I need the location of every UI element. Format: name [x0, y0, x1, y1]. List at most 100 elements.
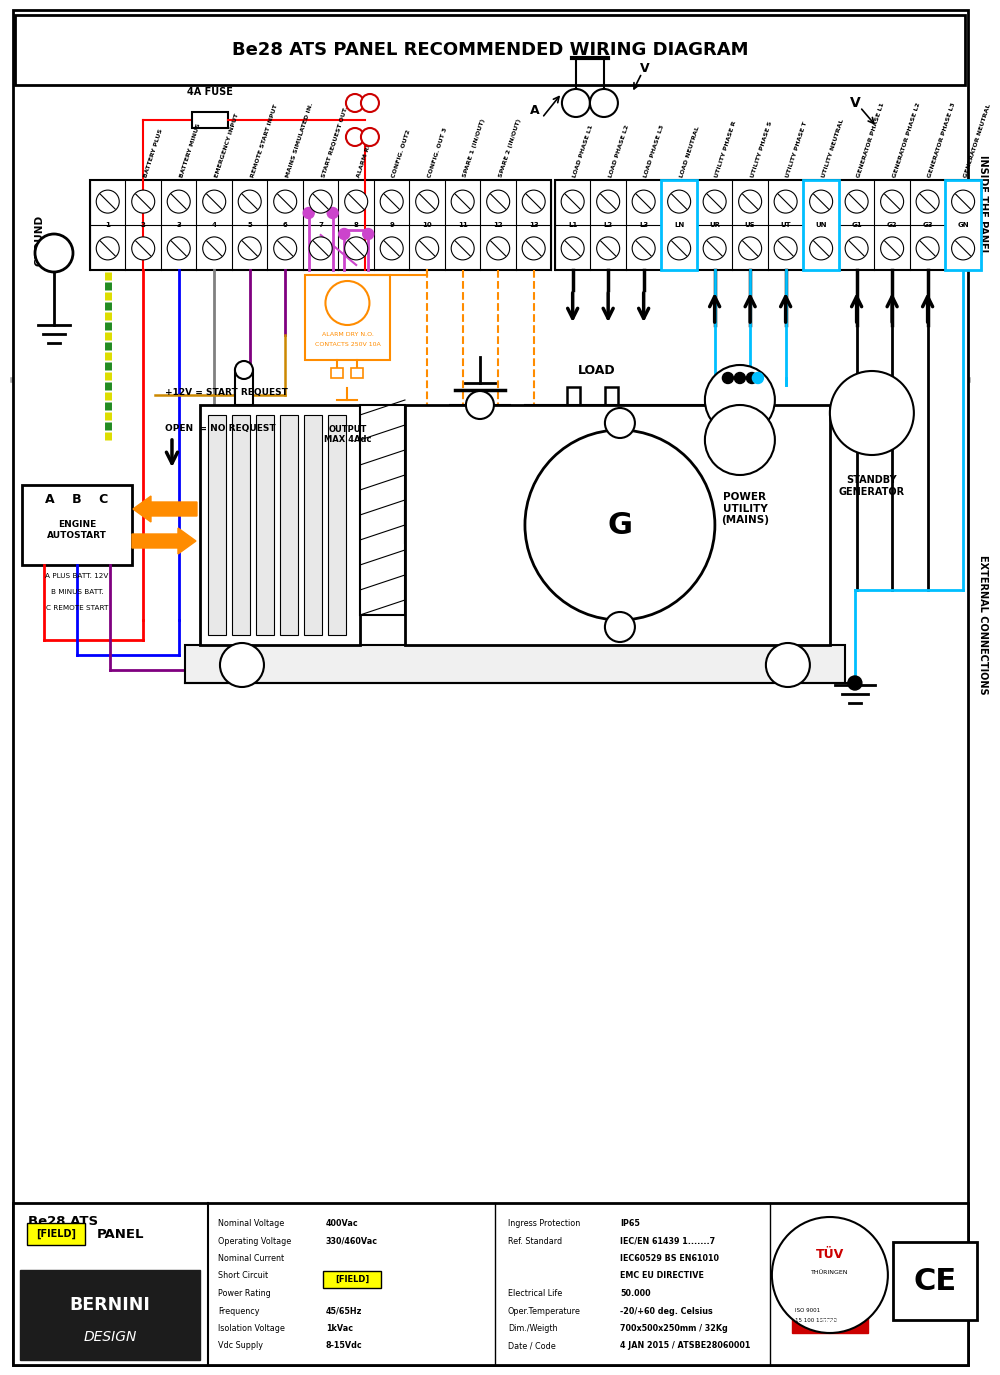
Text: 8-15Vdc: 8-15Vdc	[326, 1342, 363, 1350]
Bar	[625, 443, 639, 465]
Text: MAINS SIMULATED IN.: MAINS SIMULATED IN.	[285, 102, 314, 177]
Circle shape	[361, 94, 379, 111]
Text: 15 100 138720: 15 100 138720	[795, 1319, 837, 1323]
Text: CONFIG. OUT 3: CONFIG. OUT 3	[427, 126, 448, 177]
Circle shape	[739, 190, 762, 213]
Text: BATTERY MINUS: BATTERY MINUS	[179, 122, 201, 177]
Circle shape	[380, 190, 403, 213]
Bar	[232, 415, 250, 635]
Circle shape	[774, 190, 797, 213]
Circle shape	[772, 1217, 888, 1332]
Text: 3: 3	[176, 221, 181, 228]
Circle shape	[722, 373, 733, 384]
Text: 11: 11	[458, 221, 468, 228]
Circle shape	[830, 371, 914, 455]
Text: L3: L3	[639, 221, 648, 228]
Circle shape	[734, 373, 745, 384]
Text: G3: G3	[922, 221, 933, 228]
Circle shape	[668, 190, 691, 213]
Bar	[661, 180, 697, 270]
Text: Date / Code: Date / Code	[508, 1342, 556, 1350]
Bar	[567, 386, 580, 415]
Text: GENERATOR PHASE L2: GENERATOR PHASE L2	[892, 102, 921, 177]
Circle shape	[774, 236, 797, 260]
Text: 50.000: 50.000	[620, 1288, 651, 1298]
Text: START REQUEST OUT.: START REQUEST OUT.	[321, 106, 348, 177]
Bar	[192, 111, 228, 128]
Text: G: G	[607, 510, 632, 539]
Text: OPEN  = NO REQUEST: OPEN = NO REQUEST	[165, 424, 276, 433]
Bar	[563, 443, 577, 465]
Text: OUTPUT
MAX 4Adc: OUTPUT MAX 4Adc	[324, 425, 371, 444]
Text: Ingress Protection: Ingress Protection	[508, 1220, 580, 1228]
Circle shape	[705, 406, 775, 474]
Text: 4: 4	[212, 221, 217, 228]
Text: INSIDE THE PANEL: INSIDE THE PANEL	[978, 155, 988, 254]
Text: LOAD PHASE L1: LOAD PHASE L1	[573, 124, 594, 177]
Text: UR: UR	[709, 221, 720, 228]
Circle shape	[274, 190, 297, 213]
Circle shape	[952, 236, 975, 260]
Text: 5: 5	[247, 221, 252, 228]
Circle shape	[132, 236, 155, 260]
Bar	[13, 1203, 968, 1365]
Text: EXTERNAL CONNECTIONS: EXTERNAL CONNECTIONS	[978, 556, 988, 694]
Circle shape	[746, 373, 757, 384]
Circle shape	[167, 236, 190, 260]
Text: 9: 9	[389, 221, 394, 228]
Text: IEC/EN 61439 1.......7: IEC/EN 61439 1.......7	[620, 1236, 715, 1246]
Text: CONTACTS 250V 10A: CONTACTS 250V 10A	[315, 342, 380, 346]
Bar	[208, 415, 226, 635]
Text: Oper.Temperature: Oper.Temperature	[508, 1306, 581, 1316]
Circle shape	[132, 190, 155, 213]
Text: 6: 6	[283, 221, 288, 228]
Circle shape	[605, 612, 635, 642]
Circle shape	[766, 644, 810, 688]
Text: A    B    C: A B C	[45, 494, 109, 506]
Circle shape	[327, 208, 338, 219]
Circle shape	[952, 190, 975, 213]
Bar	[22, 485, 132, 565]
Circle shape	[35, 234, 73, 272]
Text: BATTERY PLUS: BATTERY PLUS	[143, 128, 164, 177]
Circle shape	[235, 362, 253, 380]
Circle shape	[597, 236, 620, 260]
Circle shape	[705, 364, 775, 434]
Text: Ref. Standard: Ref. Standard	[508, 1236, 562, 1246]
Text: SPARE 1 (IN/OUT): SPARE 1 (IN/OUT)	[463, 118, 486, 177]
Text: POWER
UTILITY
(MAINS): POWER UTILITY (MAINS)	[721, 492, 769, 525]
Text: 700x500x250mm / 32Kg: 700x500x250mm / 32Kg	[620, 1324, 728, 1332]
Text: ALARM DRY N.O.: ALARM DRY N.O.	[322, 331, 373, 337]
Circle shape	[363, 228, 374, 239]
Bar	[803, 180, 839, 270]
Text: UTILITY NEUTRAL: UTILITY NEUTRAL	[821, 118, 845, 177]
Circle shape	[466, 390, 494, 419]
Text: ALARM RELAY: ALARM RELAY	[356, 129, 376, 177]
Circle shape	[487, 190, 510, 213]
Circle shape	[96, 236, 119, 260]
Text: Vdc Supply: Vdc Supply	[218, 1342, 263, 1350]
Bar	[525, 406, 715, 645]
Text: V: V	[850, 96, 860, 110]
Circle shape	[345, 190, 368, 213]
Text: CE: CE	[913, 1268, 956, 1297]
Text: GROUND: GROUND	[35, 214, 45, 265]
Circle shape	[346, 94, 364, 111]
Circle shape	[238, 236, 261, 260]
FancyArrow shape	[132, 528, 196, 554]
Text: Frequency: Frequency	[218, 1306, 259, 1316]
Circle shape	[605, 408, 635, 439]
Text: UTILITY PHASE S: UTILITY PHASE S	[750, 120, 773, 177]
Text: LOAD PHASE L3: LOAD PHASE L3	[644, 124, 665, 177]
Circle shape	[274, 236, 297, 260]
Bar	[792, 1275, 868, 1297]
Text: EMC EU DIRECTIVE: EMC EU DIRECTIVE	[620, 1272, 704, 1280]
Circle shape	[451, 236, 474, 260]
Circle shape	[881, 236, 904, 260]
Circle shape	[590, 89, 618, 117]
Bar	[945, 180, 981, 270]
Text: LOAD: LOAD	[578, 364, 616, 377]
Text: TÜV: TÜV	[816, 1248, 844, 1261]
Circle shape	[916, 190, 939, 213]
Text: CERT: CERT	[814, 1282, 846, 1291]
